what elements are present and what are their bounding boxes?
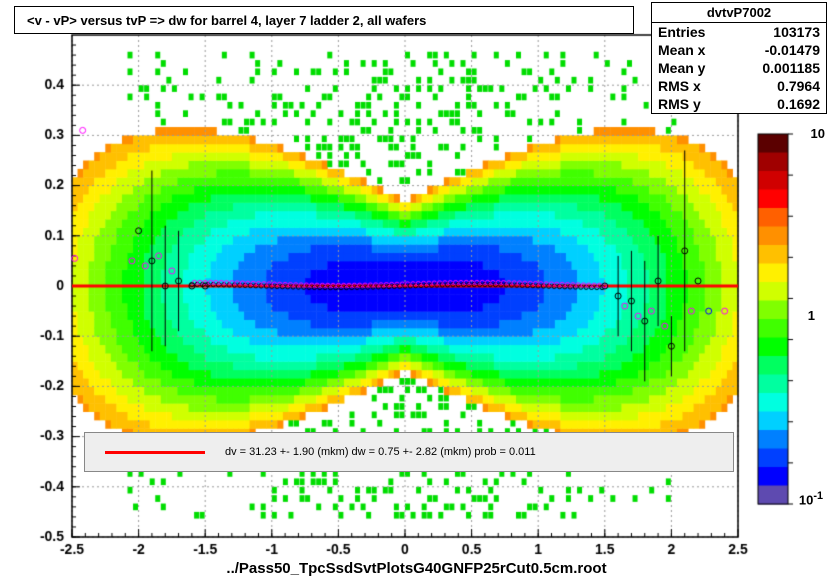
- colorbar-tick-mid: 1: [808, 308, 815, 323]
- stats-rows: Entries103173Mean x-0.01479Mean y0.00118…: [652, 23, 826, 113]
- stats-row: RMS y0.1692: [652, 95, 826, 113]
- legend-text: dv = 31.23 +- 1.90 (mkm) dw = 0.75 +- 2.…: [225, 446, 536, 458]
- stats-row: RMS x0.7964: [652, 77, 826, 95]
- chart-title-box: <v - vP> versus tvP => dw for barrel 4, …: [14, 6, 634, 34]
- legend-line-marker: [105, 451, 205, 454]
- chart-title: <v - vP> versus tvP => dw for barrel 4, …: [27, 13, 426, 28]
- colorbar-tick-bot: 10-1: [799, 490, 823, 507]
- stats-box: dvtvP7002 Entries103173Mean x-0.01479Mea…: [651, 2, 827, 114]
- colorbar-tick-top: 10: [811, 126, 825, 141]
- stats-title: dvtvP7002: [652, 3, 826, 23]
- stats-row: Mean x-0.01479: [652, 41, 826, 59]
- legend-box: dv = 31.23 +- 1.90 (mkm) dw = 0.75 +- 2.…: [84, 432, 734, 472]
- file-path-footer: ../Pass50_TpcSsdSvtPlotsG40GNFP25rCut0.5…: [0, 560, 833, 577]
- stats-row: Mean y0.001185: [652, 59, 826, 77]
- stats-row: Entries103173: [652, 23, 826, 41]
